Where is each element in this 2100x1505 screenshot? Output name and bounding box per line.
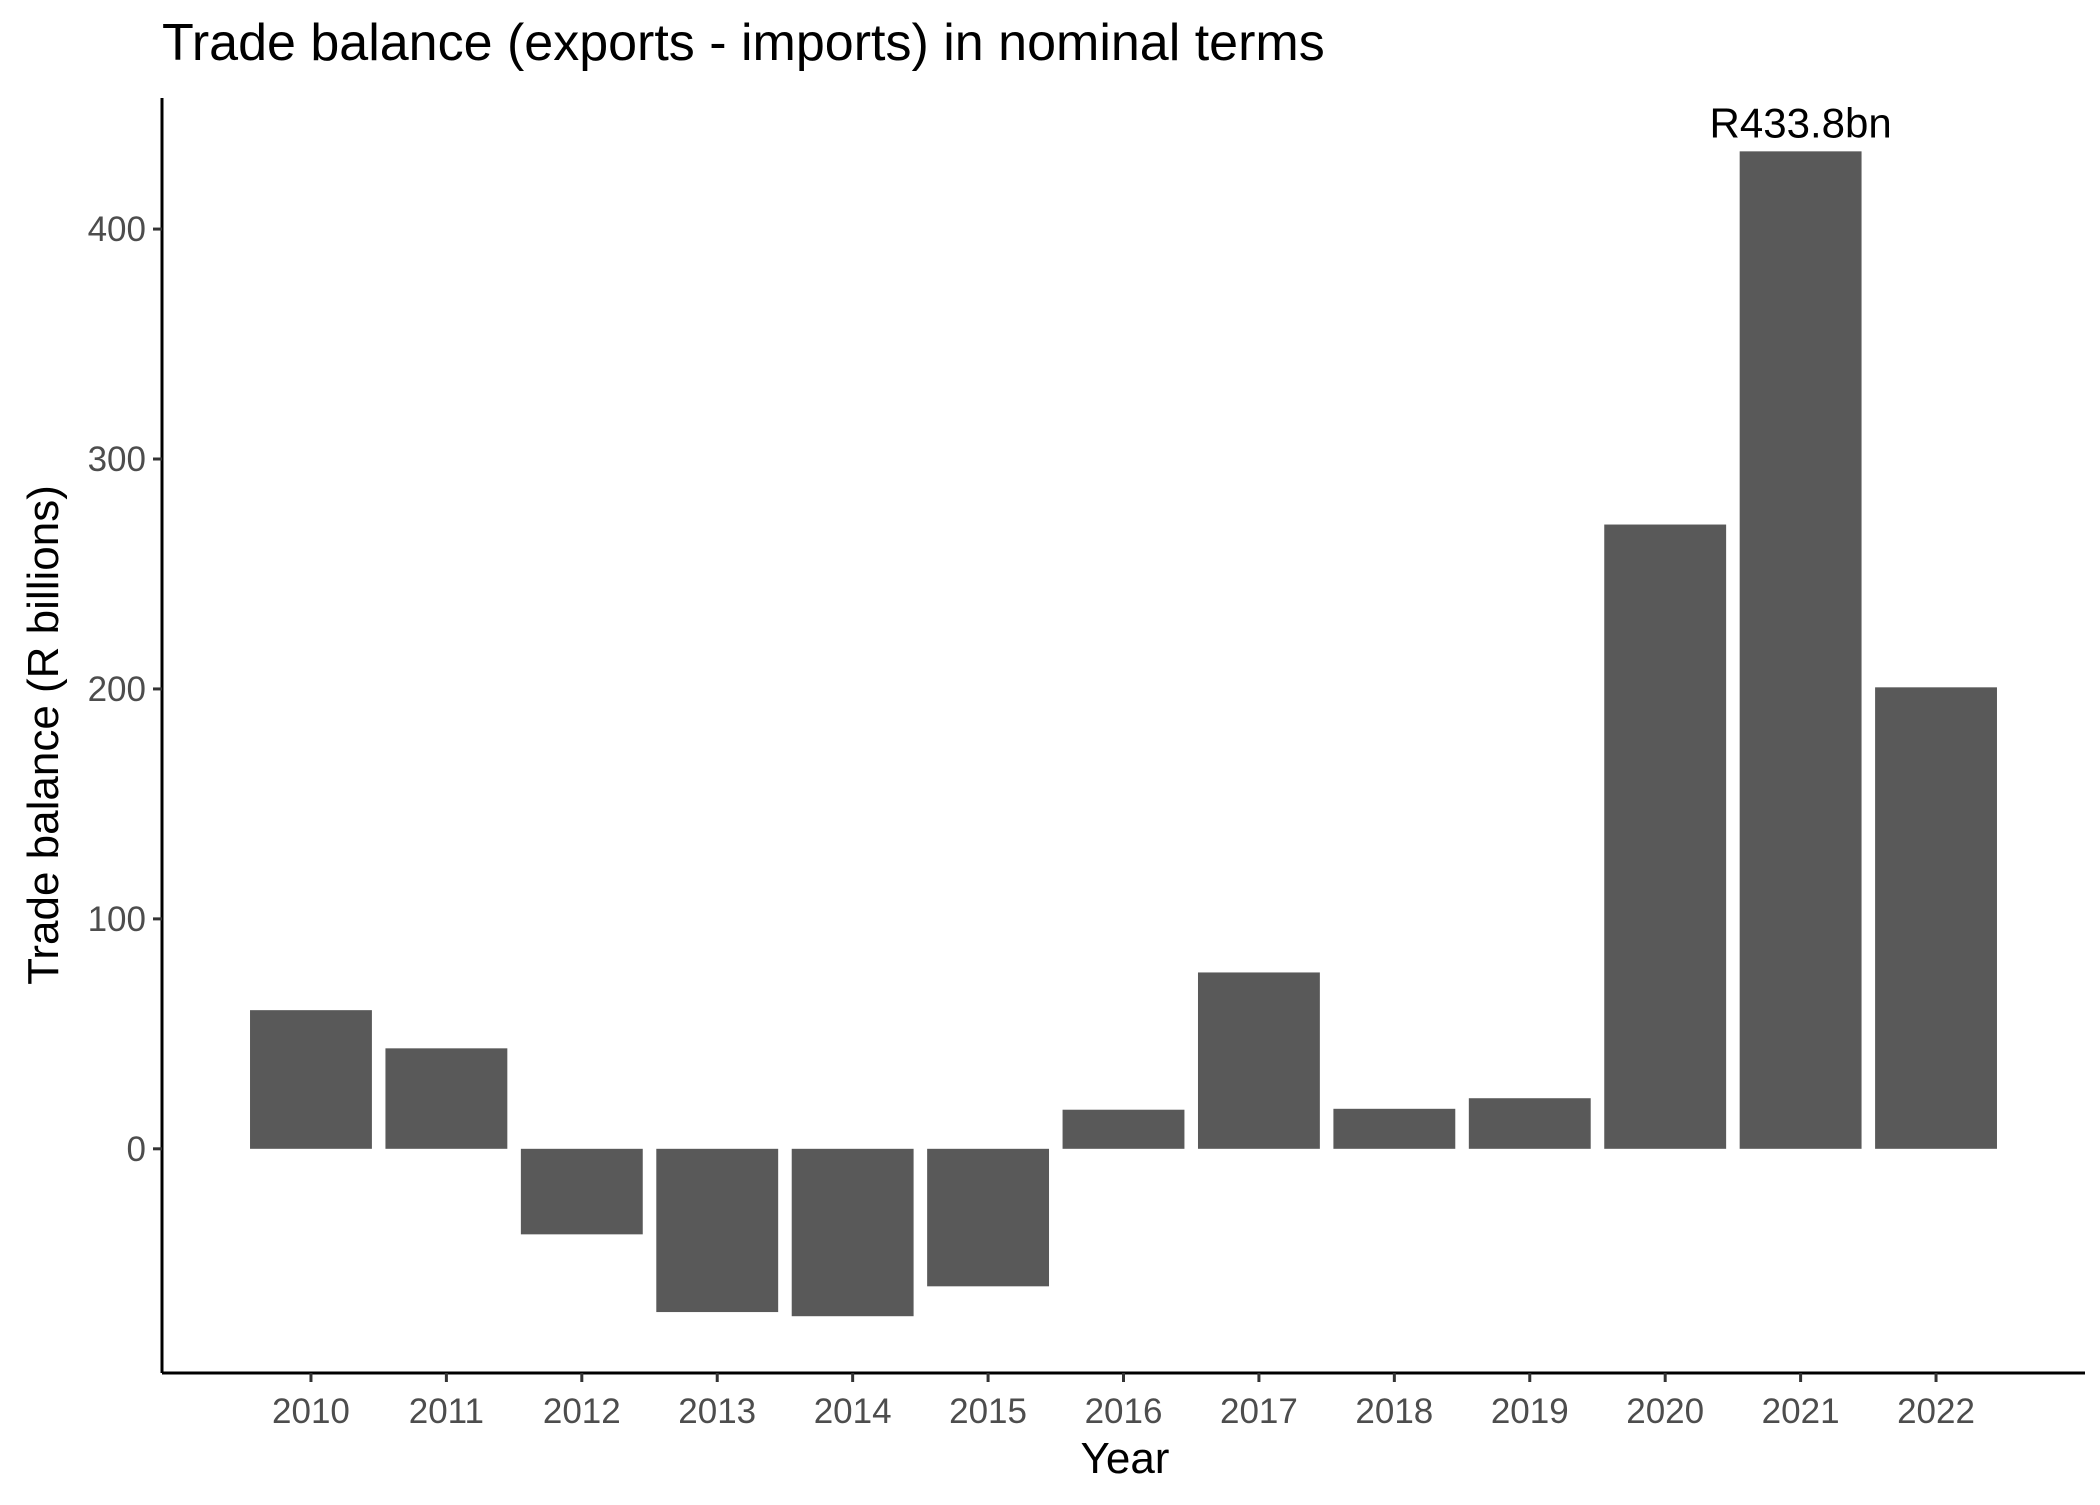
y-tick-label: 200 (88, 670, 146, 709)
x-tick-label: 2021 (1762, 1392, 1840, 1431)
x-tick-label: 2022 (1897, 1392, 1975, 1431)
y-tick-label: 0 (127, 1130, 146, 1169)
bar-2014 (791, 1148, 914, 1317)
bar-2018 (1333, 1108, 1456, 1149)
x-axis-title: Year (1081, 1434, 1170, 1483)
bars-layer (250, 151, 1997, 1317)
x-tick-label: 2012 (543, 1392, 621, 1431)
y-axis-title: Trade balance (R billions) (19, 485, 68, 985)
x-tick-label: 2013 (678, 1392, 756, 1431)
labels-layer: 0 100 200 300 400 2010 2011 2012 2013 2014 2015 201… (88, 99, 1975, 1431)
y-tick-label: 100 (88, 900, 146, 939)
bar-2021 (1739, 151, 1862, 1149)
x-tick-label: 2014 (814, 1392, 892, 1431)
bar-2015 (927, 1148, 1050, 1287)
bar-2011 (385, 1048, 508, 1149)
bar-2013 (656, 1148, 779, 1313)
x-tick-label: 2018 (1355, 1392, 1433, 1431)
y-tick-label: 400 (88, 210, 146, 249)
x-tick-label: 2019 (1491, 1392, 1569, 1431)
data-label-2021: R433.8bn (1710, 99, 1892, 146)
chart-title: Trade balance (exports - imports) in nom… (162, 14, 1325, 72)
x-tick-label: 2016 (1085, 1392, 1163, 1431)
bar-2020 (1604, 524, 1727, 1149)
bar-2022 (1875, 687, 1997, 1149)
axes-layer (153, 98, 2085, 1382)
x-tick-label: 2010 (272, 1392, 350, 1431)
y-tick-label: 300 (88, 440, 146, 479)
x-tick-label: 2011 (409, 1392, 484, 1431)
bar-2010 (250, 1010, 372, 1149)
bar-2019 (1468, 1098, 1591, 1149)
x-tick-label: 2017 (1220, 1392, 1298, 1431)
x-tick-label: 2015 (949, 1392, 1027, 1431)
bar-2017 (1197, 972, 1320, 1149)
bar-2016 (1062, 1109, 1185, 1149)
bar-2012 (520, 1148, 643, 1235)
x-tick-label: 2020 (1626, 1392, 1704, 1431)
